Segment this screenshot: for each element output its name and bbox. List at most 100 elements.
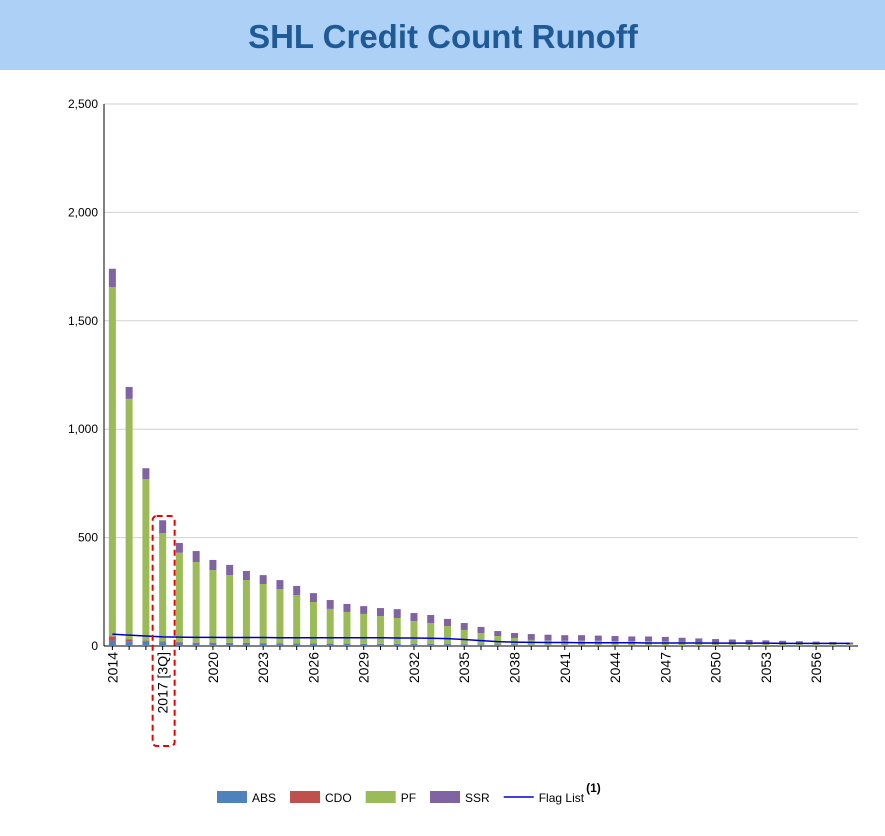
bar-segment <box>812 645 820 646</box>
bar-segment <box>192 551 200 563</box>
bar-segment <box>795 643 803 646</box>
bar-segment <box>276 588 284 644</box>
bar-segment <box>695 645 703 646</box>
bar-segment <box>611 644 619 646</box>
bar-segment <box>376 608 384 617</box>
bar-segment <box>142 468 150 480</box>
bar-segment <box>142 479 150 641</box>
bar-segment <box>276 580 284 589</box>
bar-segment <box>745 639 753 643</box>
bar-segment <box>661 636 669 642</box>
bar-segment <box>527 644 535 646</box>
bar-segment <box>812 643 820 646</box>
bar-segment <box>209 642 217 646</box>
bar-segment <box>209 559 217 571</box>
x-tick-label: 2047 <box>657 652 673 683</box>
bar-segment <box>276 643 284 646</box>
bar-segment <box>293 643 301 646</box>
bar-segment <box>326 600 334 609</box>
bar-segment <box>293 585 301 596</box>
bar-segment <box>142 640 150 642</box>
x-tick-label: 2014 <box>104 652 120 683</box>
y-tick-label: 0 <box>91 639 98 653</box>
bar-segment <box>125 639 133 642</box>
bar-segment <box>829 644 837 646</box>
bar-segment <box>494 644 502 646</box>
bar-segment <box>728 645 736 646</box>
bar-segment <box>242 642 250 646</box>
bar-segment <box>108 268 116 287</box>
legend-label: CDO <box>325 791 352 805</box>
chart-title: SHL Credit Count Runoff <box>248 18 639 55</box>
y-tick-label: 1,500 <box>68 314 98 328</box>
x-tick-label: 2020 <box>205 652 221 683</box>
bar-segment <box>159 533 167 642</box>
bar-segment <box>611 636 619 642</box>
bar-segment <box>460 623 468 630</box>
x-tick-label: 2056 <box>808 652 824 683</box>
bar-segment <box>259 583 267 643</box>
bar-segment <box>678 645 686 646</box>
bar-segment <box>343 603 351 612</box>
bar-segment <box>175 552 183 643</box>
bar-segment <box>242 580 250 643</box>
bar-segment <box>159 520 167 534</box>
bar-segment <box>142 641 150 646</box>
bar-segment <box>226 575 234 643</box>
bar-segment <box>376 616 384 644</box>
bar-segment <box>242 570 250 581</box>
bar-segment <box>561 635 569 641</box>
x-tick-label: 2029 <box>356 652 372 683</box>
bar-segment <box>511 637 519 645</box>
legend-label: SSR <box>465 791 490 805</box>
bar-segment <box>846 644 854 646</box>
bar-segment <box>259 643 267 646</box>
bar-segment <box>477 644 485 646</box>
bar-segment <box>360 606 368 614</box>
bar-segment <box>108 636 116 641</box>
x-tick-label: 2038 <box>507 652 523 683</box>
bar-segment <box>125 641 133 646</box>
legend-swatch <box>290 791 321 803</box>
bar-segment <box>628 636 636 642</box>
line-series <box>112 633 850 645</box>
bar-segment <box>628 644 636 646</box>
bar-segment <box>192 562 200 643</box>
bar-segment <box>594 644 602 646</box>
bar-segment <box>443 626 451 645</box>
bar-segment <box>293 595 301 644</box>
bar-segment <box>410 621 418 645</box>
bar-segment <box>460 644 468 646</box>
bar-segment <box>795 645 803 646</box>
bar-segment <box>443 644 451 646</box>
bar-segment <box>209 570 217 643</box>
bar-segment <box>326 608 334 644</box>
bar-segment <box>159 641 167 643</box>
x-tick-label: 2032 <box>406 652 422 683</box>
bar-segment <box>309 593 317 602</box>
bar-segment <box>762 643 770 646</box>
bar-segment <box>846 645 854 646</box>
bar-segment <box>712 639 720 643</box>
bar-segment <box>645 644 653 646</box>
bar-segment <box>678 637 686 642</box>
bar-segment <box>511 632 519 638</box>
bar-segment <box>427 623 435 645</box>
bar-segment <box>494 636 502 645</box>
bar-segment <box>460 629 468 645</box>
bar-segment <box>326 643 334 646</box>
bar-segment <box>108 286 116 637</box>
y-tick-label: 1,000 <box>68 422 98 436</box>
bar-segment <box>728 642 736 646</box>
bar-segment <box>393 609 401 619</box>
bar-segment <box>779 645 787 646</box>
bar-segment <box>544 634 552 641</box>
x-tick-label: 2017 [3Q] <box>155 652 171 714</box>
x-tick-label: 2041 <box>557 652 573 683</box>
x-tick-label: 2044 <box>607 652 623 683</box>
bar-segment <box>443 618 451 627</box>
bar-segment <box>578 644 586 646</box>
bar-segment <box>259 575 267 584</box>
y-tick-label: 500 <box>78 531 98 545</box>
